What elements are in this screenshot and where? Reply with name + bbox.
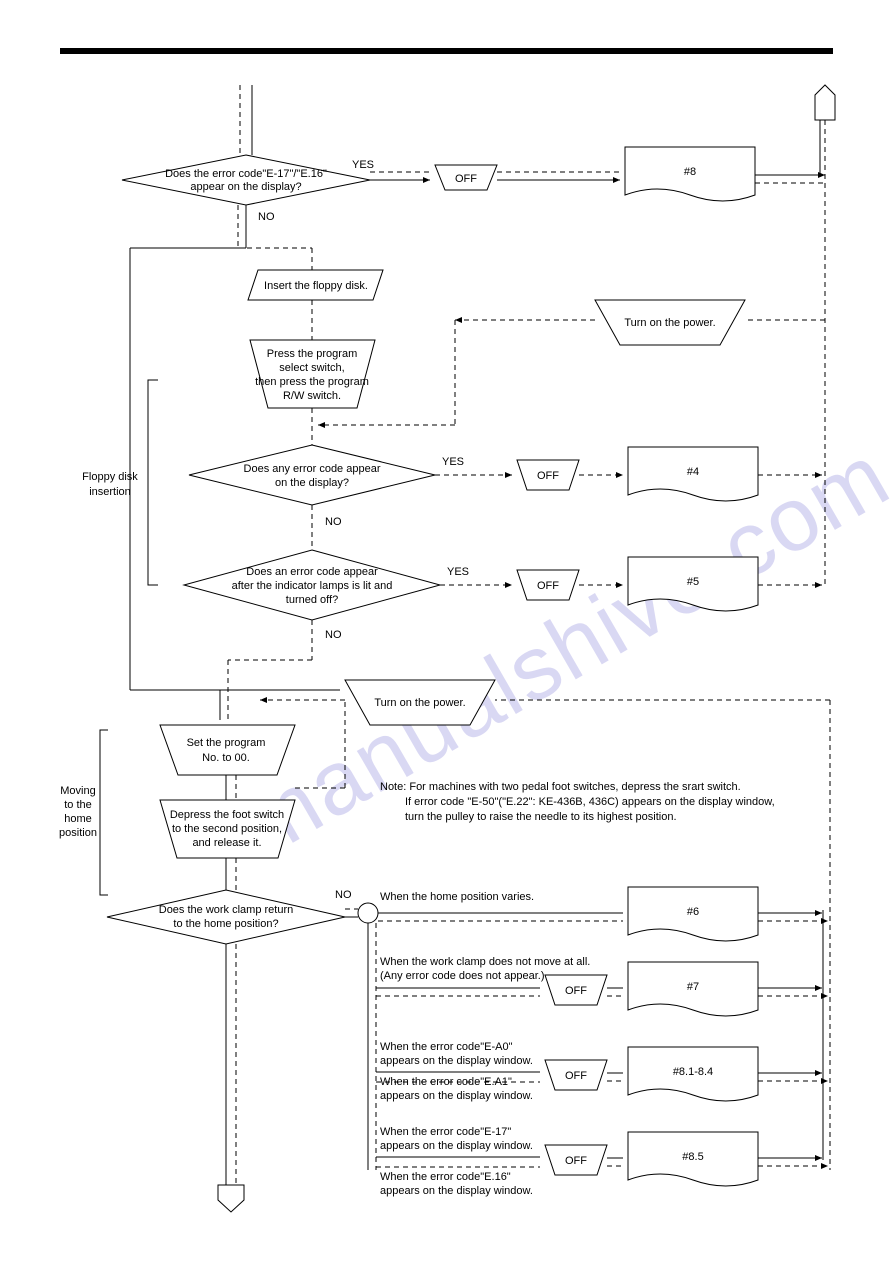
moving-l3: home [64, 813, 92, 825]
press-l1: Press the program [267, 348, 357, 360]
depress-l1: Depress the foot switch [170, 809, 284, 821]
off81-label: OFF [565, 1070, 587, 1082]
decision4-l1: Does the work clamp return [159, 904, 294, 916]
doc81-label: #8.1-8.4 [673, 1066, 713, 1078]
insert-floppy-text: Insert the floppy disk. [264, 280, 368, 292]
off1-label: OFF [455, 173, 477, 185]
press-l4: R/W switch. [283, 390, 341, 402]
off85-label: OFF [565, 1155, 587, 1167]
moving-l4: position [59, 827, 97, 839]
decision-work-clamp [107, 890, 345, 944]
set-l2: No. to 00. [202, 752, 250, 764]
no4-label: NO [335, 889, 352, 901]
branch1-text: When the home position varies. [380, 891, 534, 903]
depress-l2: to the second position, [172, 823, 282, 835]
note-l2: If error code "E-50"("E.22": KE-436B, 43… [405, 796, 775, 808]
yes3-label: YES [447, 566, 469, 578]
off2-label: OFF [537, 470, 559, 482]
floppy-section-l2: insertion [89, 486, 131, 498]
moving-l2: to the [64, 799, 92, 811]
set-program-process [160, 725, 295, 775]
decision-any-error [189, 445, 435, 505]
turnon2-label: Turn on the power. [374, 697, 465, 709]
no3-label: NO [325, 629, 342, 641]
decision1-line1: Does the error code"E-17"/"E.16" [165, 168, 327, 180]
branch3-l1: When the error code"E-A0" [380, 1041, 513, 1053]
turnon1-label: Turn on the power. [624, 317, 715, 329]
no1-label: NO [258, 211, 275, 223]
decision2-l2: on the display? [275, 477, 349, 489]
decision1-line2: appear on the display? [190, 181, 301, 193]
decision2-l1: Does any error code appear [244, 463, 381, 475]
branch2-l2: (Any error code does not appear.) [380, 970, 544, 982]
flowchart-svg: Does the error code"E-17"/"E.16" appear … [0, 0, 893, 1263]
no2-label: NO [325, 516, 342, 528]
branch2-l1: When the work clamp does not move at all… [380, 956, 590, 968]
branch4b-l1: When the error code"E.16" [380, 1171, 511, 1183]
depress-l3: and release it. [192, 837, 261, 849]
branch4b-l2: appears on the display window. [380, 1185, 533, 1197]
decision3-l3: turned off? [286, 594, 338, 606]
branch3b-l2: appears on the display window. [380, 1090, 533, 1102]
decision-e17-e16 [122, 155, 370, 205]
doc5-label: #5 [687, 576, 699, 588]
doc8-label: #8 [684, 166, 696, 178]
note-l3: turn the pulley to raise the needle to i… [405, 811, 677, 823]
note-l1: Note: For machines with two pedal foot s… [380, 781, 741, 793]
set-l1: Set the program [187, 737, 266, 749]
branch4-l1: When the error code"E-17" [380, 1126, 511, 1138]
doc4-label: #4 [687, 466, 699, 478]
yes2-label: YES [442, 456, 464, 468]
doc7-label: #7 [687, 981, 699, 993]
off3-label: OFF [537, 580, 559, 592]
junction-circle [358, 903, 378, 923]
branch3-l2: appears on the display window. [380, 1055, 533, 1067]
doc6-label: #6 [687, 906, 699, 918]
decision3-l1: Does an error code appear [246, 566, 378, 578]
branch4-l2: appears on the display window. [380, 1140, 533, 1152]
offpage-bottom [218, 1185, 244, 1212]
yes1-label: YES [352, 159, 374, 171]
floppy-section-l1: Floppy disk [82, 471, 138, 483]
decision3-l2: after the indicator lamps is lit and [232, 580, 393, 592]
branch3b-l1: When the error code"E.A1" [380, 1076, 512, 1088]
press-l2: select switch, [279, 362, 344, 374]
moving-l1: Moving [60, 785, 95, 797]
doc85-label: #8.5 [682, 1151, 703, 1163]
decision4-l2: to the home position? [173, 918, 278, 930]
press-l3: then press the program [255, 376, 369, 388]
off7-label: OFF [565, 985, 587, 997]
